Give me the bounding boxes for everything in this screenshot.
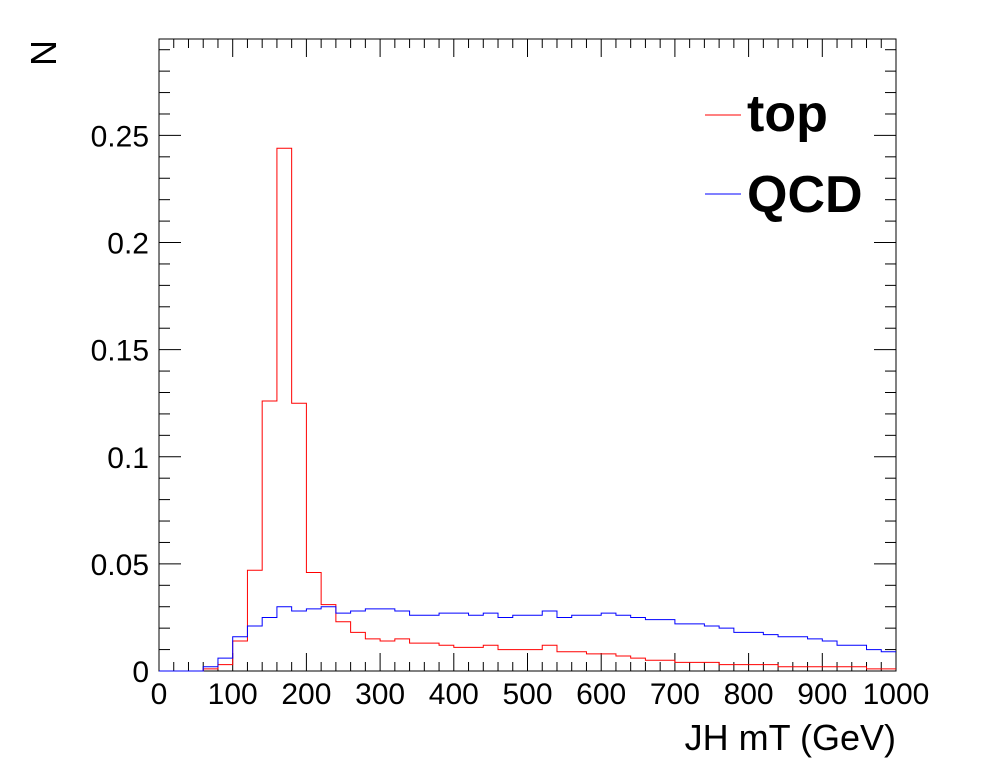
y-tick-label: 0.15 [91,335,149,368]
x-tick-label: 400 [429,678,479,711]
y-tick-label: 0.05 [91,549,149,582]
legend-label-qcd: QCD [747,166,863,224]
x-tick-label: 600 [576,678,626,711]
x-tick-label: 300 [355,678,405,711]
x-tick-label: 200 [281,678,331,711]
x-axis-title: JH mT (GeV) [685,717,896,758]
x-tick-labels: 0 100 200 300 400 500 600 700 800 900 1000 [151,678,930,711]
y-tick-label: 0 [132,656,149,689]
series-line-top [159,147,896,672]
x-tick-label: 800 [724,678,774,711]
legend-label-top: top [747,85,828,143]
x-tick-label: 1000 [863,678,930,711]
x-tick-label: 100 [208,678,258,711]
y-tick-label: 0.25 [91,120,149,153]
y-tick-labels: 0 0.05 0.1 0.15 0.2 0.25 [91,120,149,689]
axis-ticks [158,39,897,672]
x-tick-label: 500 [502,678,552,711]
x-tick-label: 900 [797,678,847,711]
legend: top QCD [705,85,863,224]
y-tick-label: 0.1 [107,442,149,475]
y-tick-label: 0.2 [107,228,149,261]
series-line-qcd [159,606,896,672]
series-layer [159,147,896,672]
x-tick-label: 0 [151,678,168,711]
y-axis-title: N [23,40,64,66]
x-tick-label: 700 [650,678,700,711]
